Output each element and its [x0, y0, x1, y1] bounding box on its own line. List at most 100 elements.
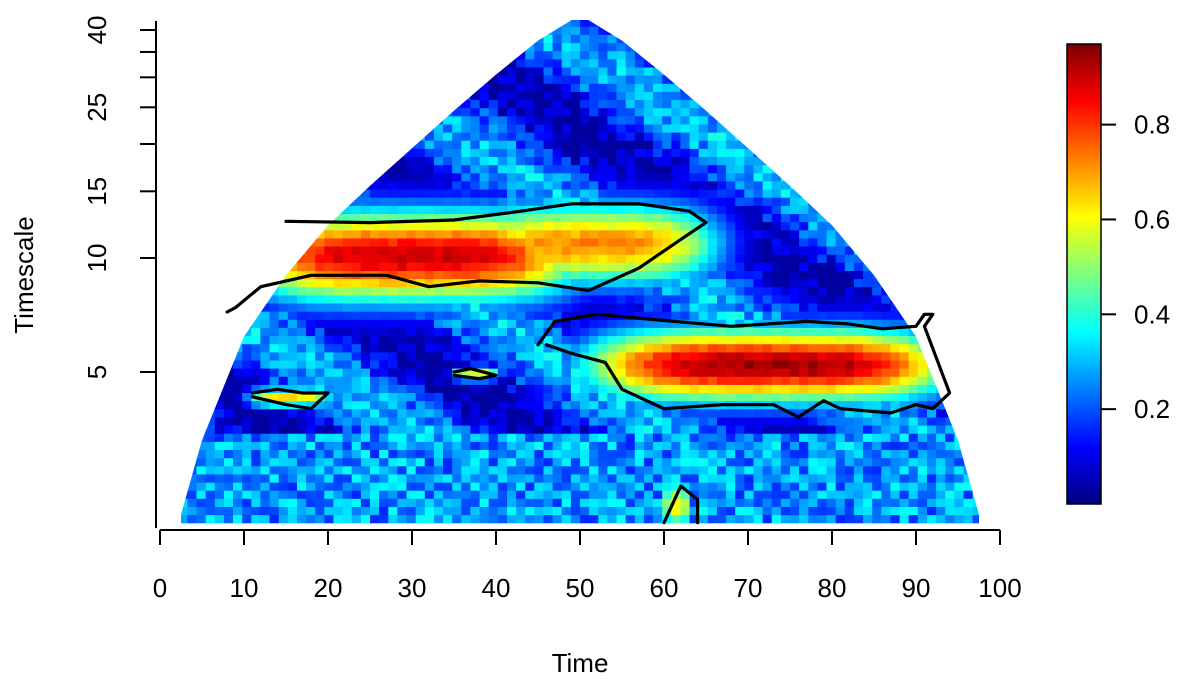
heatmap-cell: [817, 514, 828, 524]
heatmap-cell: [160, 466, 170, 475]
heatmap-cell: [899, 473, 910, 483]
heatmap-cell: [863, 425, 873, 434]
heatmap-cell: [543, 482, 554, 491]
heatmap-cell: [543, 213, 554, 223]
heatmap-cell: [634, 172, 645, 182]
heatmap-cell: [982, 376, 992, 385]
heatmap-cell: [269, 205, 280, 214]
heatmap-cell: [433, 319, 444, 328]
heatmap-cell: [853, 400, 864, 410]
heatmap-cell: [863, 270, 873, 280]
heatmap-cell: [707, 465, 718, 475]
heatmap-cell: [881, 482, 891, 491]
heatmap-cell: [525, 482, 535, 491]
heatmap-cell: [634, 327, 645, 337]
heatmap-cell: [890, 506, 901, 516]
heatmap-cell: [242, 278, 252, 288]
heatmap-cell: [287, 189, 298, 198]
heatmap-cell: [991, 376, 1001, 385]
heatmap-cell: [360, 343, 371, 353]
heatmap-cell: [379, 213, 389, 223]
heatmap-cell: [324, 327, 334, 337]
heatmap-cell: [625, 164, 636, 174]
heatmap-cell: [890, 107, 901, 117]
heatmap-cell: [616, 433, 627, 442]
heatmap-cell: [982, 490, 992, 499]
heatmap-cell: [808, 392, 818, 402]
heatmap-cell: [790, 506, 800, 516]
heatmap-cell: [461, 205, 471, 214]
heatmap-cell: [360, 408, 371, 418]
heatmap-cell: [507, 83, 517, 92]
heatmap-cell: [342, 433, 353, 442]
heatmap-cell: [461, 140, 471, 149]
heatmap-cell: [433, 400, 444, 410]
heatmap-cell: [388, 164, 398, 174]
heatmap-cell: [662, 392, 672, 402]
heatmap-cell: [580, 221, 590, 231]
heatmap-cell: [525, 359, 535, 369]
heatmap-cell: [662, 83, 672, 92]
heatmap-cell: [461, 449, 471, 459]
heatmap-cell: [817, 164, 828, 174]
heatmap-cell: [890, 425, 901, 434]
heatmap-cell: [214, 498, 225, 507]
heatmap-cell: [735, 311, 745, 320]
heatmap-cell: [525, 449, 535, 459]
heatmap-cell: [908, 335, 919, 345]
heatmap-cell: [780, 132, 791, 141]
heatmap-cell: [972, 482, 979, 491]
heatmap-cell: [470, 123, 481, 133]
heatmap-cell: [945, 123, 955, 133]
heatmap-cell: [233, 286, 243, 296]
heatmap-cell: [835, 180, 846, 190]
heatmap-cell: [287, 351, 298, 361]
heatmap-cell: [570, 368, 581, 377]
heatmap-cell: [653, 490, 663, 499]
heatmap-cell: [242, 392, 252, 402]
heatmap-cell: [634, 205, 645, 214]
heatmap-cell: [479, 213, 490, 223]
heatmap-cell: [625, 498, 636, 507]
heatmap-cell: [242, 270, 252, 280]
heatmap-cell: [835, 229, 846, 239]
heatmap-cell: [278, 490, 289, 499]
heatmap-cell: [790, 449, 800, 459]
heatmap-cell: [643, 148, 654, 157]
heatmap-cell: [780, 237, 791, 247]
heatmap-cell: [306, 107, 316, 117]
heatmap-cell: [598, 441, 608, 450]
heatmap-cell: [525, 180, 535, 190]
heatmap-cell: [342, 197, 353, 206]
heatmap-cell: [342, 425, 353, 434]
heatmap-cell: [908, 213, 919, 223]
heatmap-cell: [160, 433, 170, 442]
heatmap-cell: [908, 498, 919, 507]
heatmap-cell: [561, 294, 572, 304]
heatmap-cell: [698, 83, 709, 92]
heatmap-cell: [680, 237, 691, 247]
heatmap-cell: [835, 246, 846, 255]
heatmap-cell: [214, 465, 225, 475]
heatmap-cell: [707, 221, 718, 231]
heatmap-cell: [534, 286, 544, 296]
heatmap-cell: [461, 83, 471, 92]
heatmap-cell: [762, 384, 773, 393]
heatmap-cell: [671, 262, 681, 271]
heatmap-cell: [671, 91, 681, 101]
heatmap-cell: [808, 465, 818, 475]
heatmap-cell: [817, 335, 828, 345]
heatmap-cell: [680, 294, 691, 304]
heatmap-cell: [223, 506, 234, 516]
heatmap-cell: [433, 115, 444, 125]
heatmap-cell: [917, 237, 928, 247]
heatmap-cell: [744, 197, 754, 206]
heatmap-cell: [707, 107, 718, 117]
heatmap-cell: [260, 498, 271, 507]
heatmap-cell: [698, 343, 709, 353]
heatmap-cell: [260, 270, 271, 280]
heatmap-cell: [616, 303, 627, 312]
heatmap-cell: [388, 294, 398, 304]
heatmap-cell: [844, 99, 855, 109]
heatmap-cell: [552, 498, 563, 507]
